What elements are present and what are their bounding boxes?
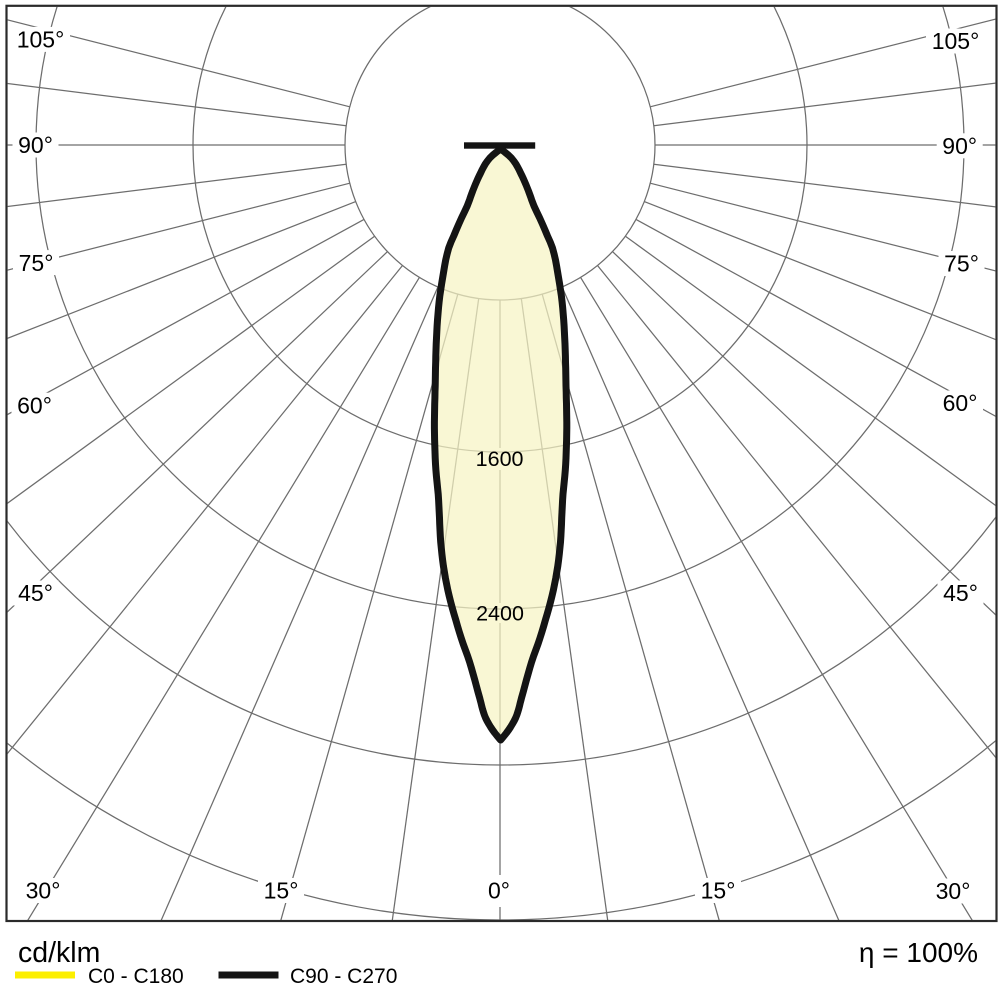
svg-text:15°: 15° xyxy=(264,878,299,904)
svg-text:2400: 2400 xyxy=(476,602,524,626)
svg-text:105°: 105° xyxy=(932,28,980,54)
svg-text:C90 - C270: C90 - C270 xyxy=(290,965,397,988)
svg-text:75°: 75° xyxy=(944,251,979,277)
svg-text:60°: 60° xyxy=(943,390,978,416)
svg-text:45°: 45° xyxy=(943,580,978,606)
svg-text:45°: 45° xyxy=(18,580,53,606)
svg-text:1600: 1600 xyxy=(476,447,524,471)
svg-text:90°: 90° xyxy=(942,133,977,159)
svg-text:15°: 15° xyxy=(701,878,736,904)
svg-text:60°: 60° xyxy=(17,392,52,418)
svg-text:30°: 30° xyxy=(936,878,971,904)
svg-text:75°: 75° xyxy=(19,250,54,276)
svg-text:η = 100%: η = 100% xyxy=(859,937,978,968)
svg-text:0°: 0° xyxy=(488,878,510,904)
svg-text:90°: 90° xyxy=(18,132,53,158)
svg-text:C0 - C180: C0 - C180 xyxy=(88,965,184,988)
svg-text:30°: 30° xyxy=(26,878,61,904)
svg-text:105°: 105° xyxy=(17,27,65,53)
